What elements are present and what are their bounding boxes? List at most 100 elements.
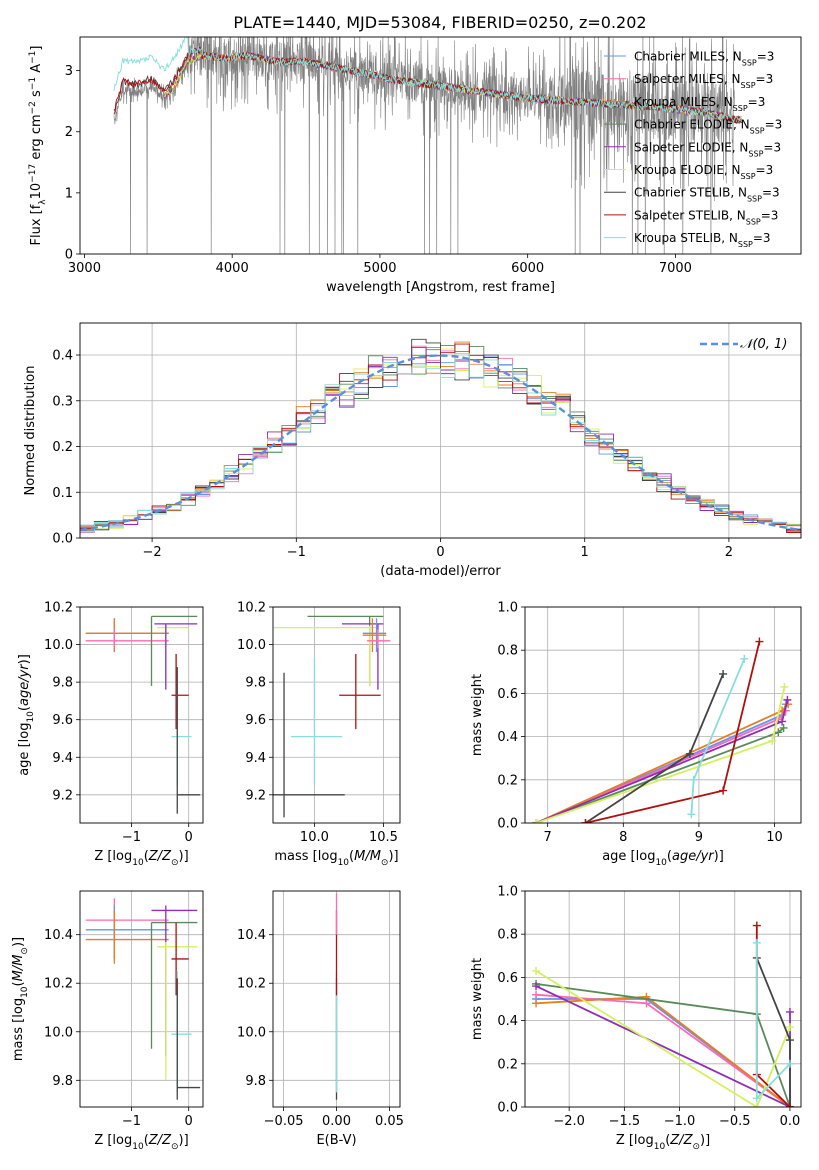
- y-axis-label-part: )]: [11, 937, 26, 947]
- legend-label-kroupa_miles: Kroupa MILES, NSSP=3: [634, 95, 765, 113]
- x-axis-label: (data-model)/error: [380, 564, 501, 579]
- plot-area: [85, 898, 201, 1100]
- y-tick-label: 9.8: [52, 1074, 73, 1089]
- marker-salpeter_elodie: [778, 717, 787, 726]
- legend-label-text: Kroupa STELIB, N: [634, 231, 738, 245]
- y-axis-label-part: M/M: [11, 955, 26, 982]
- marker-chabrier_stelib: [719, 669, 728, 678]
- series-salpeter_elodie: [535, 985, 791, 1107]
- panel-age_vs_mass: 10.0 10.5 9.2 9.4 9.6 9.8 10.0 10.2 mass [log10(…: [237, 601, 401, 868]
- marker-kroupa_elodie: [785, 1023, 794, 1032]
- x-axis-label-part: ⊙: [381, 858, 389, 868]
- legend-label-sub: SSP: [746, 217, 761, 226]
- legend-label-kroupa_elodie: Kroupa ELODIE, NSSP=3: [634, 163, 773, 181]
- marker-kroupa_stelib: [740, 654, 749, 663]
- axes-frame: [79, 322, 802, 539]
- x-axis-label: Z [log10(Z/Z⊙)]: [616, 1133, 710, 1152]
- x-axis-label-part: Z/Z: [669, 1133, 693, 1148]
- y-axis-label-part: age/yr: [17, 663, 32, 706]
- legend-label-suffix: =3: [763, 140, 781, 154]
- x-axis-label-part: wavelength [Angstrom, rest frame]: [326, 280, 555, 295]
- axes-frame: [79, 36, 802, 255]
- marker-salpeter_stelib: [719, 786, 728, 795]
- legend-label-suffix: =3: [753, 231, 771, 245]
- x-tick-label: 0: [185, 1114, 193, 1129]
- legend-label-suffix: =3: [762, 186, 780, 200]
- x-axis-label-part: 10: [132, 858, 144, 868]
- y-tick-label: 3: [65, 64, 73, 79]
- x-tick-label: 9: [695, 830, 703, 845]
- y-axis-label-part: s: [29, 90, 44, 101]
- y-tick-label: 9.2: [52, 788, 73, 803]
- y-axis-label-part: erg cm: [29, 114, 44, 163]
- plot-area: [532, 921, 794, 1107]
- y-tick-label: 10.2: [237, 601, 266, 616]
- y-tick-label: 0.6: [497, 971, 518, 986]
- y-axis-label: mass [log10(M/M⊙)]: [11, 937, 30, 1061]
- y-axis-label-part: 10: [26, 711, 36, 723]
- legend-label-suffix: =3: [748, 95, 766, 109]
- marker-salpeter_elodie: [783, 695, 792, 704]
- histogram-kroupa_stelib: [80, 353, 801, 532]
- x-axis-label-part: )]: [714, 849, 724, 864]
- legend-label-salpeter_elodie: Salpeter ELODIE, NSSP=3: [634, 140, 781, 158]
- y-tick-label: 10.0: [44, 1025, 73, 1040]
- x-axis-label-part: Z [log: [94, 1133, 132, 1148]
- y-tick-label: 9.4: [245, 751, 266, 766]
- marker-kroupa_stelib: [752, 1094, 761, 1103]
- x-tick-label: 8: [619, 830, 627, 845]
- x-tick-label: 7: [544, 830, 552, 845]
- marker-kroupa_stelib: [689, 775, 698, 784]
- normal-curve: [80, 354, 801, 532]
- plot-area: [273, 615, 391, 818]
- figure-title: PLATE=1440, MJD=53084, FIBERID=0250, z=0…: [233, 13, 646, 32]
- x-axis-label-part: (: [665, 1133, 670, 1148]
- y-tick-label: 10.4: [44, 928, 73, 943]
- legend-label-text: Chabrier ELODIE, N: [634, 118, 750, 132]
- y-tick-label: 0.8: [497, 928, 518, 943]
- x-tick-label: 10.0: [300, 830, 329, 845]
- y-axis-label: age [log10(age/yr)]: [17, 654, 36, 776]
- y-tick-label: 10.2: [44, 977, 73, 992]
- marker-salpeter_stelib: [755, 637, 764, 646]
- y-tick-label: 0.4: [52, 349, 73, 364]
- y-tick-label: 0.0: [497, 1101, 518, 1116]
- x-axis-label-part: 10: [655, 858, 667, 868]
- marker-kroupa_elodie: [768, 736, 777, 745]
- x-axis-label-part: E(B-V): [316, 1133, 356, 1148]
- y-tick-label: 1: [65, 186, 73, 201]
- marker-chabrier_stelib: [785, 1036, 794, 1045]
- y-axis-label-part: (: [11, 981, 26, 986]
- x-tick-label: 2: [725, 545, 733, 560]
- x-tick-label: −1: [122, 1114, 141, 1129]
- panel-mass_vs_z: −1 09.810.010.210.4Z [log10(Z/Z⊙)]mass [l…: [11, 890, 204, 1152]
- legend-label-salpeter_stelib: Salpeter STELIB, NSSP=3: [634, 208, 778, 226]
- y-axis-label-part: age [log: [17, 723, 32, 776]
- x-axis-label-part: (: [144, 1133, 149, 1148]
- series-salpeter_stelib: [755, 925, 791, 1107]
- panel-spectrum: 3000 4000 5000 6000 7000 0 1 2 3 wavelength [Angs…: [28, 36, 802, 295]
- x-axis-label: Z [log10(Z/Z⊙)]: [94, 849, 188, 868]
- x-axis-label-part: 10: [654, 1142, 666, 1152]
- y-tick-label: 0.2: [497, 1057, 518, 1072]
- x-axis-label: mass [log10(M/M⊙)]: [274, 849, 398, 868]
- y-tick-label: 0.0: [497, 817, 518, 832]
- x-tick-label: −1.5: [609, 1114, 641, 1129]
- y-tick-label: 10.0: [44, 638, 73, 653]
- panel-massweight_vs_z: −2.0 −1.5 −1.0 −0.5 0.0 0.0 0.2 0.4 0.6 0.8 1.0 Z […: [470, 885, 802, 1152]
- y-tick-label: 2: [65, 125, 73, 140]
- x-tick-label: −1: [122, 830, 141, 845]
- legend-label-text: Kroupa MILES, N: [634, 95, 733, 109]
- y-axis-label: mass weight: [470, 958, 485, 1040]
- y-tick-label: 0.2: [52, 440, 73, 455]
- x-axis-label-part: )]: [700, 1133, 710, 1148]
- plot-area: [85, 615, 201, 814]
- x-tick-label: −1: [287, 545, 306, 560]
- legend-label-sub: SSP: [747, 194, 762, 203]
- y-axis-label-part: mass [log: [11, 998, 26, 1061]
- y-axis-label-part: mass weight: [470, 674, 485, 756]
- panel-mass_vs_ebv: −0.05 0.00 0.05 9.8 10.0 10.2 10.4 E(B-V): [237, 890, 404, 1148]
